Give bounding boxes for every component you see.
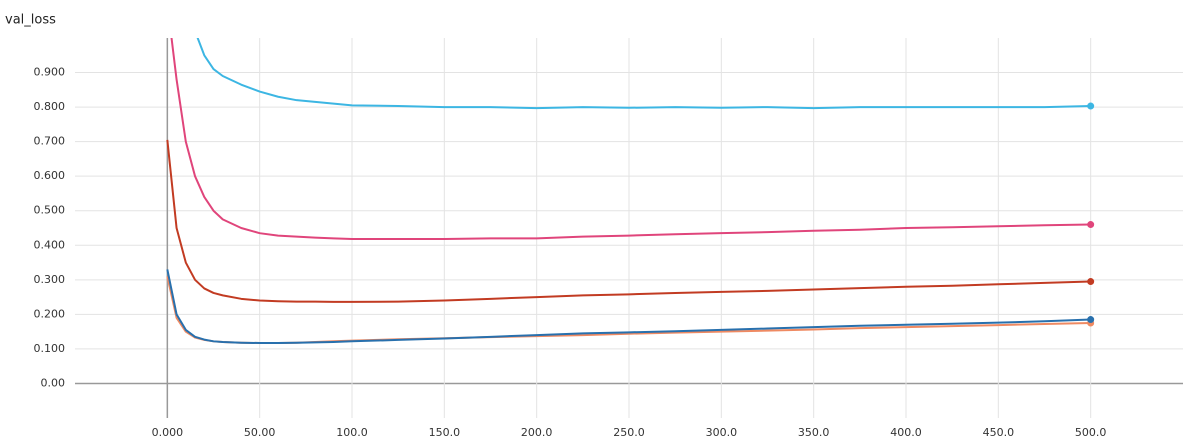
series-end-dot (1087, 278, 1095, 286)
y-tick-label: 0.200 (34, 307, 66, 320)
y-tick-label: 0.700 (34, 135, 66, 148)
x-tick-label: 350.0 (798, 426, 830, 439)
y-tick-label: 0.600 (34, 169, 66, 182)
series-end-dot (1087, 316, 1095, 324)
x-tick-label: 200.0 (521, 426, 553, 439)
y-tick-label: 0.900 (34, 66, 66, 79)
series-line (166, 139, 1091, 303)
x-tick-label: 450.0 (983, 426, 1015, 439)
grid (75, 38, 1183, 418)
x-tick-label: 50.00 (244, 426, 276, 439)
x-tick-label: 0.000 (152, 426, 184, 439)
x-tick-label: 250.0 (613, 426, 645, 439)
y-tick-label: 0.100 (34, 342, 66, 355)
x-tick-label: 100.0 (336, 426, 368, 439)
y-tick-label: 0.500 (34, 204, 66, 217)
x-tick-label: 150.0 (429, 426, 461, 439)
x-tick-label: 400.0 (890, 426, 922, 439)
y-tick-label: 0.400 (34, 238, 66, 251)
series-line (196, 38, 1091, 110)
y-tick-label: 0.800 (34, 100, 66, 113)
chart-title: val_loss (5, 13, 56, 28)
y-tick-label: 0.300 (34, 273, 66, 286)
series-end-dot (1087, 102, 1095, 110)
series-line (170, 38, 1091, 241)
x-tick-label: 300.0 (706, 426, 738, 439)
series-line (166, 269, 1091, 345)
plot-area (166, 38, 1095, 345)
y-tick-label: 0.00 (41, 376, 66, 389)
x-tick-label: 500.0 (1075, 426, 1107, 439)
series-end-dot (1087, 221, 1095, 229)
